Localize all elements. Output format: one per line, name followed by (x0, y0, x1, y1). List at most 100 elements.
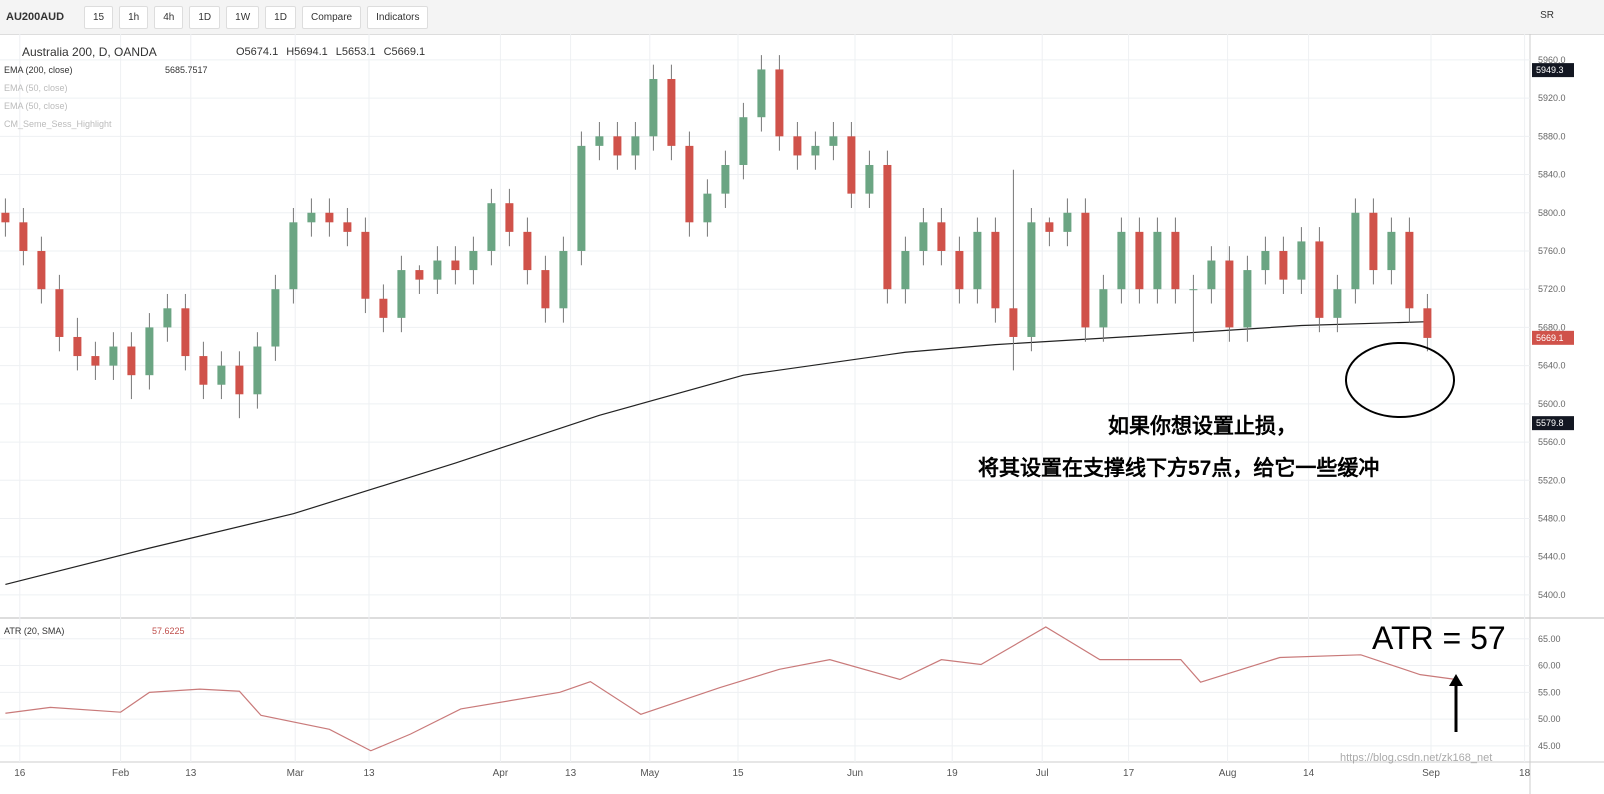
candle-body (937, 222, 946, 251)
y-tick-label: 5720.0 (1538, 284, 1566, 294)
highlight-circle (1345, 342, 1455, 418)
candle-body (703, 193, 712, 223)
candle-body (523, 231, 532, 271)
x-tick-label: Feb (112, 768, 130, 779)
toolbar-button[interactable]: 15 (84, 5, 114, 29)
ohlc-value: L5653.1 (335, 46, 376, 58)
candle-body (289, 222, 298, 290)
candle-body (1207, 260, 1216, 290)
candle-body (1405, 231, 1414, 309)
candle-body (325, 212, 334, 223)
candle-body (1225, 260, 1234, 328)
candle-body (73, 336, 82, 357)
candle-body (343, 222, 352, 232)
candle-body (1063, 212, 1072, 232)
x-tick-label: Jul (1036, 768, 1049, 779)
candle-body (541, 270, 550, 309)
toolbar-button[interactable]: 1D (189, 5, 221, 29)
candle-body (919, 222, 928, 251)
candle-body (649, 78, 658, 137)
y-tick-label: 5960.0 (1538, 55, 1566, 65)
candle-body (685, 145, 694, 223)
candle-body (307, 212, 316, 223)
toolbar-button[interactable]: 1D (265, 5, 296, 29)
annotation: 将其设置在支撑线下方57点，给它一些缓冲 (978, 457, 1380, 480)
candle-body (775, 69, 784, 137)
candle-body (1333, 289, 1342, 318)
x-tick-label: 13 (565, 768, 577, 779)
toolbar-button[interactable]: 4h (154, 5, 184, 29)
candle-body (1315, 241, 1324, 318)
candle-body (1135, 231, 1144, 290)
candle-body (469, 250, 478, 271)
watermark: https://blog.csdn.net/zk168_net (1340, 752, 1493, 764)
price-mark (1532, 63, 1574, 78)
price-mark-label: 5669.1 (1536, 333, 1564, 343)
candle-body (127, 346, 136, 376)
y-tick-label: 5440.0 (1538, 552, 1566, 562)
price-mark-label: 5579.8 (1536, 418, 1564, 428)
candle-body (109, 346, 118, 366)
candle-body (1, 212, 10, 223)
candle-body (739, 117, 748, 165)
candle-body (577, 145, 586, 251)
y-tick-label: 5600.0 (1538, 399, 1566, 409)
study-value: 5685.7517 (165, 65, 208, 75)
user-button[interactable]: SR (1540, 10, 1554, 21)
toolbar-button[interactable]: Indicators (367, 5, 429, 29)
symbol[interactable]: AU200AUD (6, 11, 65, 23)
toolbar-button[interactable]: 1h (119, 5, 149, 29)
study-name: EMA (200, close) (4, 65, 73, 75)
y-tick-label: 5800.0 (1538, 208, 1566, 218)
study-name: CM_Seme_Sess_Highlight (4, 119, 112, 129)
candle-body (91, 356, 100, 366)
candle-body (955, 250, 964, 290)
candle-body (253, 346, 262, 395)
toolbar-button[interactable]: Compare (301, 5, 362, 29)
y-tick-label: 5760.0 (1538, 246, 1566, 256)
candle-body (883, 164, 892, 290)
x-tick-label: 15 (732, 768, 744, 779)
y-tick-label: 5640.0 (1538, 361, 1566, 371)
y-tick-label: 5560.0 (1538, 437, 1566, 447)
x-tick-label: 18 (1519, 768, 1531, 779)
x-tick-label: May (640, 768, 659, 779)
candle-body (631, 136, 640, 156)
toolbar-button[interactable]: 1W (226, 5, 260, 29)
y-tick-label: 60.00 (1538, 661, 1561, 671)
price-mark (1532, 330, 1574, 345)
atr-value: 57.6225 (152, 626, 185, 636)
candle-body (487, 203, 496, 251)
candle-body (415, 270, 424, 280)
candle-body (37, 250, 46, 290)
candle-body (1387, 231, 1396, 271)
chart: 16 Feb 13 Mar 13 Apr 13 May 15 Jun 19 Jul 17 Aug 14 Sep… (0, 34, 1604, 794)
candle-body (1351, 212, 1360, 290)
atr-legend: ATR (20, SMA) (4, 626, 65, 636)
candle-body (505, 203, 514, 232)
x-tick-label: 14 (1303, 768, 1315, 779)
candle-body (1081, 212, 1090, 328)
candle-body (811, 145, 820, 156)
candle-body (901, 250, 910, 290)
x-tick-label: 13 (363, 768, 375, 779)
button-group: 15 1h 4h 1D 1W 1D Compare Indicators (78, 5, 429, 29)
candle-body (1279, 250, 1288, 280)
candle-body (433, 260, 442, 280)
annotation: 如果你想设置止损， (1108, 415, 1297, 438)
y-tick-label: 5480.0 (1538, 514, 1566, 524)
x-tick-label: Aug (1219, 768, 1237, 779)
candle-body (865, 164, 874, 194)
candle-body (595, 136, 604, 146)
candle-body (235, 365, 244, 395)
candle-body (793, 136, 802, 156)
x-tick-label: 17 (1123, 768, 1135, 779)
y-tick-label: 5920.0 (1538, 93, 1566, 103)
ohlc-value: O5674.1 (236, 46, 279, 58)
candle-body (145, 327, 154, 376)
toolbar: AU200AUD 15 1h 4h 1D 1W 1D Compare Indicators S… (0, 0, 1604, 35)
y-tick-label: 5840.0 (1538, 170, 1566, 180)
y-tick-label: 55.00 (1538, 687, 1561, 697)
